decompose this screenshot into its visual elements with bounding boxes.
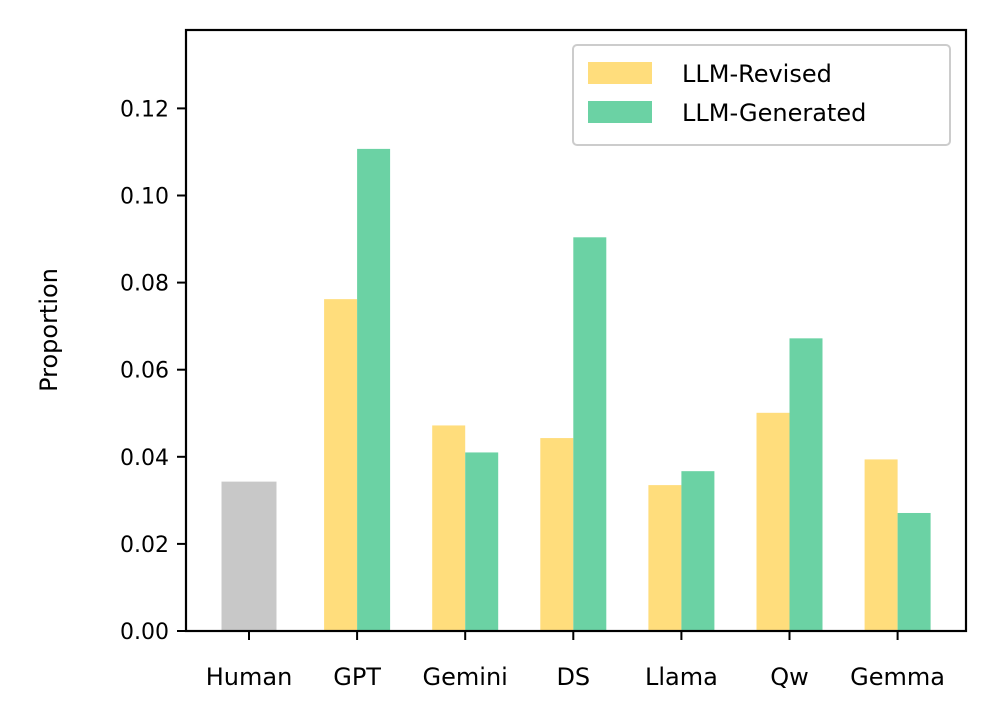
y-axis-label: Proportion [35, 268, 63, 392]
bar-llm-generated-gemini [465, 452, 499, 631]
legend-box [572, 44, 951, 146]
bars-group [221, 148, 931, 631]
y-tick-label: 0.02 [120, 533, 169, 558]
bar-human [221, 481, 277, 631]
bar-llm-revised-qw [756, 412, 790, 631]
y-tick-label: 0.08 [120, 272, 169, 297]
x-tick-label-llama: Llama [645, 663, 718, 691]
x-tick-label-gpt: GPT [333, 663, 381, 691]
y-tick-label: 0.12 [120, 97, 169, 122]
y-axis: 0.00 0.02 0.04 0.06 0.08 0.10 0.12 [120, 97, 186, 645]
y-tick-label: 0.10 [120, 184, 169, 209]
x-tick-label-gemma: Gemma [850, 663, 945, 691]
x-tick-label-human: Human [206, 663, 293, 691]
bar-llm-revised-ds [540, 438, 574, 631]
bar-llm-generated-gemma [897, 512, 931, 631]
legend-label-llm-revised: LLM-Revised [682, 60, 832, 88]
legend-label-llm-generated: LLM-Generated [682, 99, 866, 127]
x-tick-label-gemini: Gemini [423, 663, 508, 691]
x-tick-label-qw: Qw [770, 663, 809, 691]
plot-frame [184, 28, 968, 633]
x-axis: Human GPT Gemini DS Llama Qw Gemma [206, 631, 945, 691]
bar-llm-revised-llama [648, 485, 682, 631]
bar-llm-generated-gpt [357, 148, 391, 631]
bar-llm-generated-qw [789, 338, 823, 631]
bar-llm-generated-ds [573, 237, 607, 631]
bar-llm-revised-gpt [324, 299, 358, 631]
bar-llm-revised-gemma [864, 459, 898, 631]
y-tick-label: 0.06 [120, 359, 169, 384]
legend: LLM-Revised LLM-Generated [572, 44, 951, 146]
bar-llm-revised-gemini [432, 425, 466, 631]
x-tick-label-ds: DS [556, 663, 590, 691]
legend-swatch-llm-revised [588, 62, 652, 84]
y-tick-label: 0.04 [120, 446, 169, 471]
legend-swatch-llm-generated [588, 101, 652, 123]
bar-llm-generated-llama [681, 471, 715, 631]
y-tick-label: 0.00 [120, 620, 169, 645]
